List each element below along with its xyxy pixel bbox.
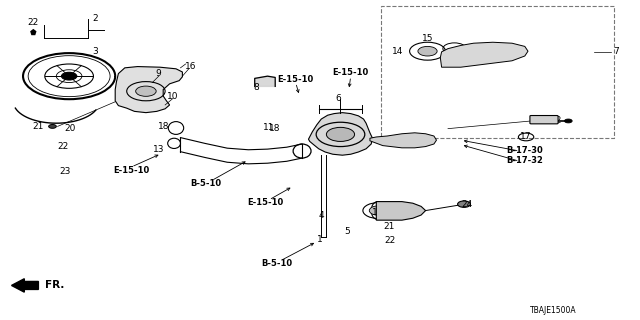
Text: 20: 20 [65,124,76,132]
Circle shape [564,119,572,123]
Text: ⬟: ⬟ [30,28,36,37]
Text: 18: 18 [158,122,170,131]
Text: E-15-10: E-15-10 [113,166,149,175]
Text: 12: 12 [551,116,563,125]
Text: 7: 7 [613,47,618,56]
Polygon shape [255,76,275,86]
Text: E-15-10: E-15-10 [278,75,314,84]
Text: 3: 3 [92,47,97,56]
Text: 22: 22 [385,236,396,245]
Text: B-5-10: B-5-10 [191,179,221,188]
Text: B-17-30: B-17-30 [506,146,543,155]
Text: 14: 14 [392,47,404,56]
Circle shape [61,72,77,80]
Text: 4: 4 [319,212,324,220]
Polygon shape [376,202,426,220]
Polygon shape [308,113,372,155]
Text: 2: 2 [92,14,97,23]
Polygon shape [115,67,182,113]
Text: 6: 6 [335,94,340,103]
Polygon shape [440,42,528,67]
Text: B-5-10: B-5-10 [261,259,292,268]
Text: 18: 18 [269,124,281,133]
Text: 16: 16 [185,62,196,71]
Text: 22: 22 [57,142,68,151]
Circle shape [369,206,388,215]
FancyBboxPatch shape [530,116,558,124]
Text: 8: 8 [253,83,259,92]
Text: 24: 24 [461,200,473,209]
Text: 21: 21 [33,122,44,131]
Text: E-15-10: E-15-10 [248,198,284,207]
Circle shape [418,46,437,56]
Polygon shape [370,133,436,148]
Text: 23: 23 [60,167,71,176]
FancyArrow shape [12,279,38,292]
Text: TBAJE1500A: TBAJE1500A [531,306,577,315]
Text: 15: 15 [422,34,433,43]
Circle shape [458,201,470,207]
Circle shape [49,124,56,128]
Bar [381,6,614,138]
Circle shape [326,127,355,141]
Text: 9: 9 [156,69,161,78]
Text: 11: 11 [263,123,275,132]
Text: 21: 21 [383,222,395,231]
Text: E-15-10: E-15-10 [333,68,369,77]
Text: FR.: FR. [45,280,64,291]
Text: 10: 10 [167,92,179,100]
Text: 1: 1 [317,236,323,244]
Circle shape [136,86,156,96]
Text: 5: 5 [344,227,349,236]
Text: 19: 19 [372,208,383,217]
Text: 13: 13 [153,145,164,154]
Text: 17: 17 [520,132,532,141]
Text: 22: 22 [28,18,39,27]
Text: B-17-32: B-17-32 [506,156,543,165]
